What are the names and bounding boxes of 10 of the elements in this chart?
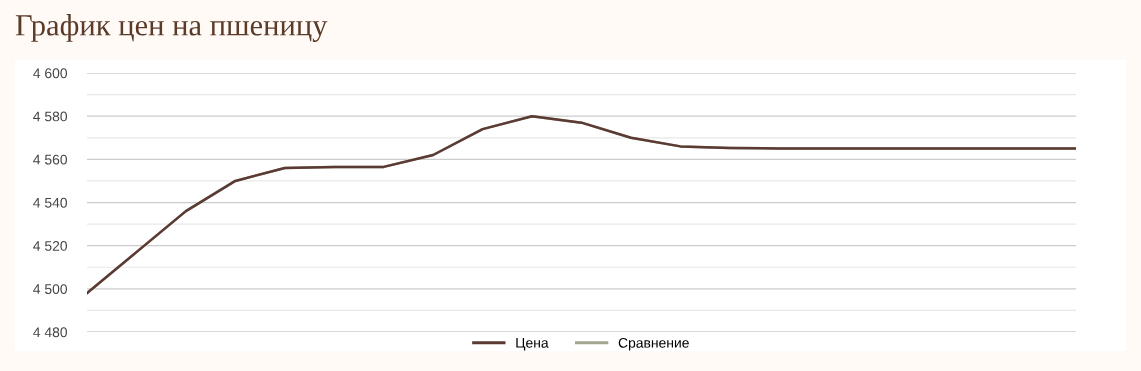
y-tick-label: 4 520	[33, 241, 68, 251]
legend-label: Цена	[516, 338, 549, 351]
y-tick-label: 4 580	[33, 111, 68, 122]
legend-label: Сравнение	[618, 337, 689, 351]
y-tick-label: 4 600	[33, 68, 68, 79]
y-tick-label: 4 540	[33, 197, 68, 208]
chart-title: График цен на пшеницу	[15, 14, 328, 42]
y-tick-label: 4 560	[33, 154, 68, 165]
y-tick-label: 4 480	[33, 327, 68, 338]
y-tick-label: 4 500	[33, 284, 68, 294]
